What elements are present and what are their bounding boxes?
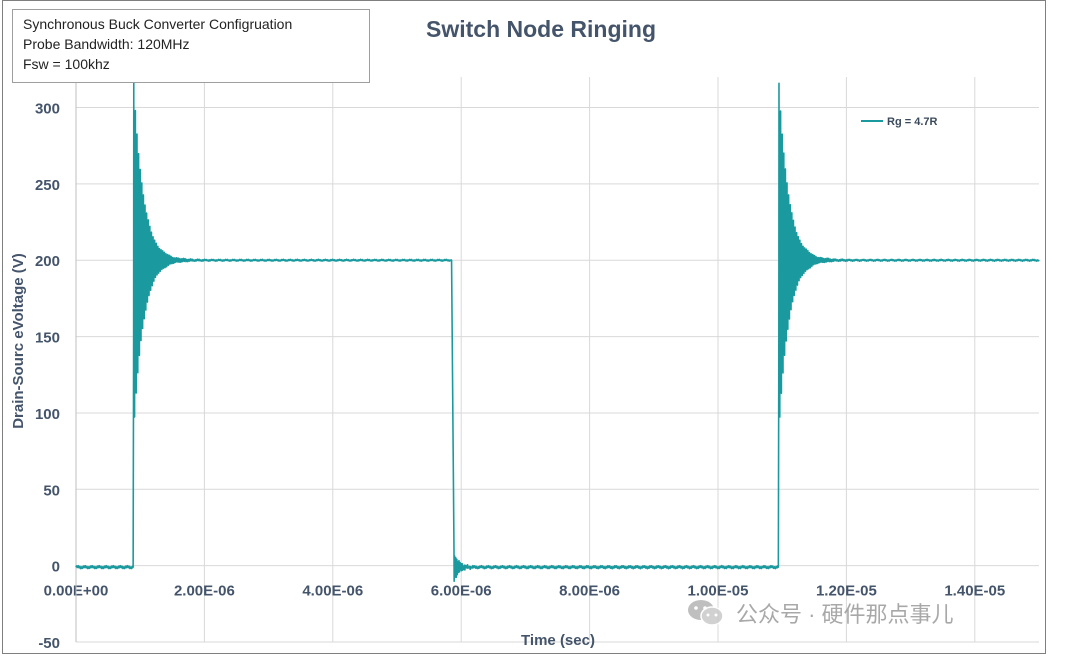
info-line-fsw: Fsw = 100khz [23, 56, 110, 72]
y-tick-label: -50 [38, 635, 60, 652]
chart-title: Switch Node Ringing [426, 16, 656, 42]
x-axis-label: Time (sec) [521, 632, 595, 649]
grid-layer [75, 77, 1039, 643]
y-tick-label: 200 [35, 253, 60, 270]
y-tick-label: 150 [35, 330, 60, 347]
y-tick-label: 50 [43, 482, 60, 499]
x-tick-label: 2.00E-06 [174, 583, 235, 600]
legend-label: Rg = 4.7R [887, 116, 937, 128]
y-axis-label: Drain-Sourc eVoltage (V) [10, 253, 27, 429]
x-tick-label: 1.40E-05 [944, 583, 1005, 600]
y-tick-label: 250 [35, 177, 60, 194]
info-box: Synchronous Buck Converter Configruation… [12, 9, 370, 83]
x-tick-label: 1.20E-05 [816, 583, 877, 600]
x-tick-label: 6.00E-06 [431, 583, 492, 600]
y-tick-label: 300 [35, 101, 60, 118]
x-tick-label: 4.00E-06 [302, 583, 363, 600]
y-tick-label: 100 [35, 406, 60, 423]
chart-frame: -50 0 50 100 150 200 250 300 0.00E+00 2.00E-06 4.0… [2, 0, 1046, 654]
chart-legend: Rg = 4.7R [861, 116, 937, 128]
info-line-bandwidth: Probe Bandwidth: 120MHz [23, 36, 190, 52]
series-layer [75, 82, 1040, 583]
y-tick-label: 0 [52, 559, 60, 576]
series-line-rg-4.7r [75, 82, 1040, 583]
watermark-text: 公众号 · 硬件那点事儿 [736, 602, 954, 627]
x-tick-label: 8.00E-06 [559, 583, 620, 600]
wechat-icon [686, 598, 726, 628]
info-line-config: Synchronous Buck Converter Configruation [23, 16, 293, 32]
watermark: 公众号 · 硬件那点事儿 [686, 596, 954, 630]
x-tick-label: 1.00E-05 [688, 583, 749, 600]
